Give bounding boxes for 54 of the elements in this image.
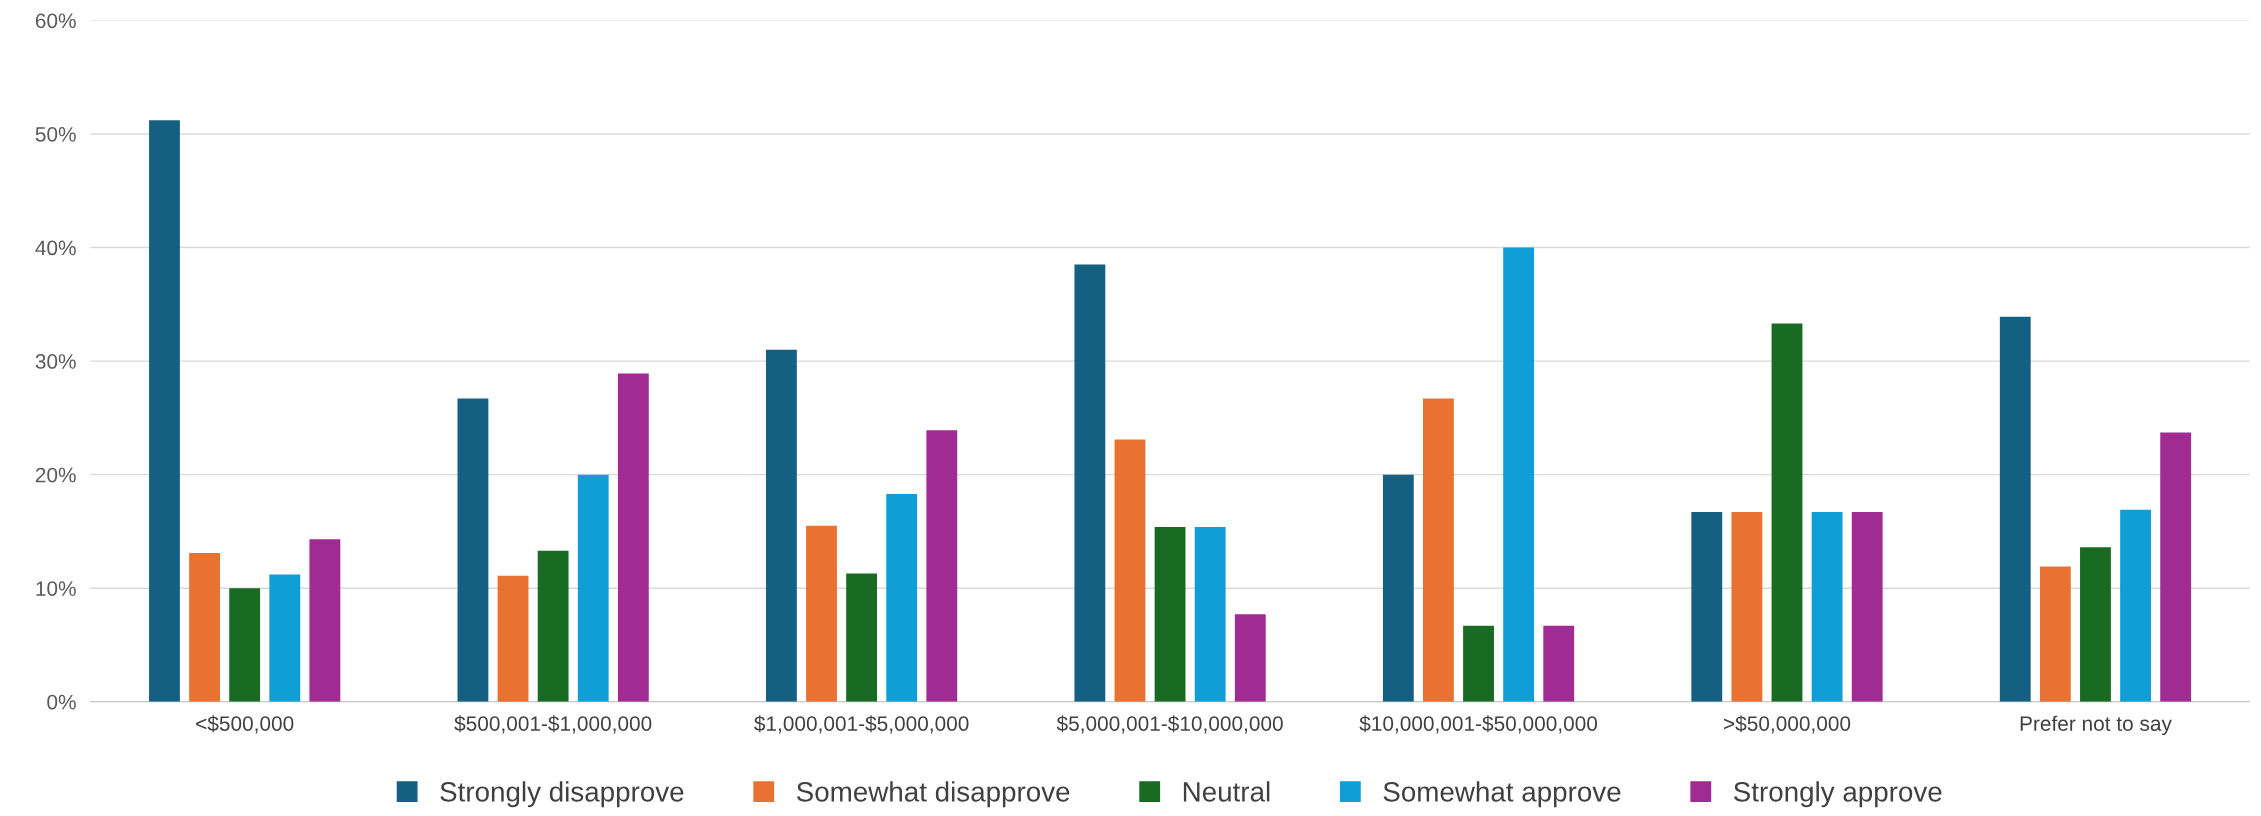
bar [617,373,649,702]
y-tick-label: 10% [36,581,76,596]
y-tick-label: 0% [47,694,76,710]
bar [1423,398,1454,702]
bar [1811,512,1843,702]
x-tick-label: $5,000,001-$10,000,000 [1056,715,1283,734]
legend-label: Somewhat approve [1383,781,1621,808]
legend-label: Strongly disapprove [440,781,684,808]
bar [765,349,797,702]
bar [1234,614,1266,702]
bar [2080,547,2111,702]
x-tick-label: $1,000,001-$5,000,000 [754,715,969,734]
bar [1731,512,1763,702]
bar [1382,474,1414,702]
bar [1114,439,1146,702]
bar [309,539,341,702]
bar [886,493,918,702]
y-tick-label: 20% [35,467,76,483]
bar [806,525,837,702]
bar [1503,247,1535,702]
bar [1691,512,1723,702]
x-tick-label: <$500,000 [196,715,294,734]
bar [497,575,529,702]
y-tick-label: 30% [35,354,76,369]
bar [846,573,878,702]
bar [2160,432,2192,702]
x-tick-label: Prefer not to say [2020,715,2172,736]
bar [2120,509,2151,702]
bar [537,550,569,702]
bar [926,430,958,702]
y-tick-label: 60% [35,13,76,29]
x-tick-label: >$50,000,000 [1724,715,1851,734]
bar [1543,625,1575,702]
bar [1074,264,1106,702]
bar [269,574,301,702]
bar [1463,625,1494,702]
legend-label: Somewhat disapprove [796,781,1070,808]
legend-label: Strongly approve [1733,781,1942,808]
bar [189,553,220,702]
bar [1194,526,1226,702]
bar [1154,526,1186,702]
x-tick-label: $10,000,001-$50,000,000 [1359,715,1598,734]
legend-label: Neutral [1183,781,1270,802]
bar [1851,512,1883,702]
bar [1999,316,2031,702]
bar [1771,323,1803,702]
y-tick-label: 50% [35,126,76,142]
bar [577,474,609,702]
bar [457,398,489,702]
x-tick-label: $500,001-$1,000,000 [454,715,652,734]
bar [229,588,261,702]
bar [2039,566,2071,702]
y-tick-label: 40% [35,240,76,256]
bar [149,120,180,702]
